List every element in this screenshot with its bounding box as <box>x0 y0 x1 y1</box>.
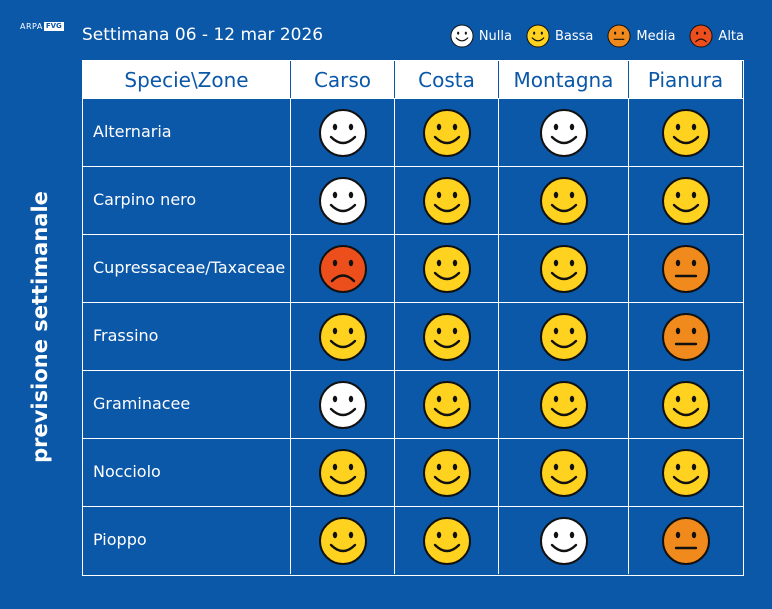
level-cell-carso <box>291 506 395 574</box>
header-zone-carso: Carso <box>291 61 395 98</box>
nulla-face-icon <box>318 176 367 225</box>
header-species-zone: Specie\Zone <box>83 61 291 98</box>
legend: Nulla Bassa Media Alta <box>436 24 744 48</box>
level-cell-pianura <box>629 98 743 166</box>
bassa-face-icon <box>662 176 710 225</box>
level-cell-montagna <box>499 234 629 302</box>
species-name: Pioppo <box>93 530 147 549</box>
arpa-fvg-logo: ARPA FVG <box>20 22 64 31</box>
level-cell-montagna <box>499 166 629 234</box>
legend-label: Alta <box>718 28 744 44</box>
level-cell-carso <box>291 98 395 166</box>
level-cell-costa <box>395 438 499 506</box>
bassa-face-icon <box>422 516 471 565</box>
level-cell-pianura <box>629 438 743 506</box>
header-zone-costa: Costa <box>395 61 499 98</box>
bassa-face-icon <box>526 24 550 48</box>
bassa-face-icon <box>662 380 710 429</box>
species-name-cell: Frassino <box>83 302 291 370</box>
level-cell-costa <box>395 166 499 234</box>
species-name: Graminacee <box>93 394 191 413</box>
level-cell-pianura <box>629 234 743 302</box>
nulla-face-icon <box>450 24 474 48</box>
bassa-face-icon <box>422 108 471 157</box>
nulla-face-icon <box>318 108 367 157</box>
legend-label: Media <box>636 28 676 44</box>
bassa-face-icon <box>662 108 710 157</box>
level-cell-montagna <box>499 302 629 370</box>
level-cell-costa <box>395 302 499 370</box>
level-cell-carso <box>291 370 395 438</box>
level-cell-montagna <box>499 506 629 574</box>
media-face-icon <box>662 312 710 361</box>
media-face-icon <box>662 244 710 293</box>
species-name-cell: Cupressaceae/Taxaceae <box>83 234 291 302</box>
bassa-face-icon <box>539 244 588 293</box>
pollen-table: Specie\Zone Carso Costa Montagna Pianura Alte… <box>82 60 744 576</box>
level-cell-montagna <box>499 370 629 438</box>
legend-item-nulla: Nulla <box>450 24 512 48</box>
species-name: Frassino <box>93 326 159 345</box>
legend-item-alta: Alta <box>689 24 744 48</box>
side-title: previsione settimanale <box>28 191 52 463</box>
level-cell-costa <box>395 506 499 574</box>
bassa-face-icon <box>539 448 588 497</box>
level-cell-costa <box>395 370 499 438</box>
bassa-face-icon <box>422 448 471 497</box>
bassa-face-icon <box>318 448 367 497</box>
species-name: Nocciolo <box>93 462 161 481</box>
legend-label: Bassa <box>554 28 594 44</box>
level-cell-pianura <box>629 370 743 438</box>
header-zone-montagna: Montagna <box>499 61 629 98</box>
bassa-face-icon <box>662 448 710 497</box>
species-name: Cupressaceae/Taxaceae <box>93 258 286 277</box>
level-cell-montagna <box>499 98 629 166</box>
bassa-face-icon <box>422 380 471 429</box>
logo-arpa-text: ARPA <box>20 22 43 31</box>
media-face-icon <box>662 516 710 565</box>
species-name-cell: Carpino nero <box>83 166 291 234</box>
level-cell-carso <box>291 302 395 370</box>
alta-face-icon <box>318 244 367 293</box>
legend-item-bassa: Bassa <box>526 24 593 48</box>
legend-label: Nulla <box>478 28 512 44</box>
level-cell-carso <box>291 166 395 234</box>
species-name: Carpino nero <box>93 190 197 209</box>
bassa-face-icon <box>318 516 367 565</box>
level-cell-pianura <box>629 506 743 574</box>
media-face-icon <box>607 24 631 48</box>
bassa-face-icon <box>539 312 588 361</box>
species-name-cell: Pioppo <box>83 506 291 574</box>
species-name: Alternaria <box>93 122 172 141</box>
level-cell-costa <box>395 234 499 302</box>
species-name-cell: Graminacee <box>83 370 291 438</box>
bassa-face-icon <box>422 244 471 293</box>
level-cell-carso <box>291 234 395 302</box>
level-cell-montagna <box>499 438 629 506</box>
species-name-cell: Alternaria <box>83 98 291 166</box>
header-zone-pianura: Pianura <box>629 61 743 98</box>
level-cell-costa <box>395 98 499 166</box>
legend-item-media: Media <box>607 24 675 48</box>
level-cell-carso <box>291 438 395 506</box>
bassa-face-icon <box>539 380 588 429</box>
bassa-face-icon <box>422 312 471 361</box>
alta-face-icon <box>689 24 713 48</box>
bassa-face-icon <box>422 176 471 225</box>
nulla-face-icon <box>539 108 588 157</box>
nulla-face-icon <box>318 380 367 429</box>
bassa-face-icon <box>318 312 367 361</box>
bassa-face-icon <box>539 176 588 225</box>
level-cell-pianura <box>629 302 743 370</box>
nulla-face-icon <box>539 516 588 565</box>
week-label: Settimana 06 - 12 mar 2026 <box>82 25 324 45</box>
species-name-cell: Nocciolo <box>83 438 291 506</box>
level-cell-pianura <box>629 166 743 234</box>
logo-fvg-text: FVG <box>43 22 64 31</box>
